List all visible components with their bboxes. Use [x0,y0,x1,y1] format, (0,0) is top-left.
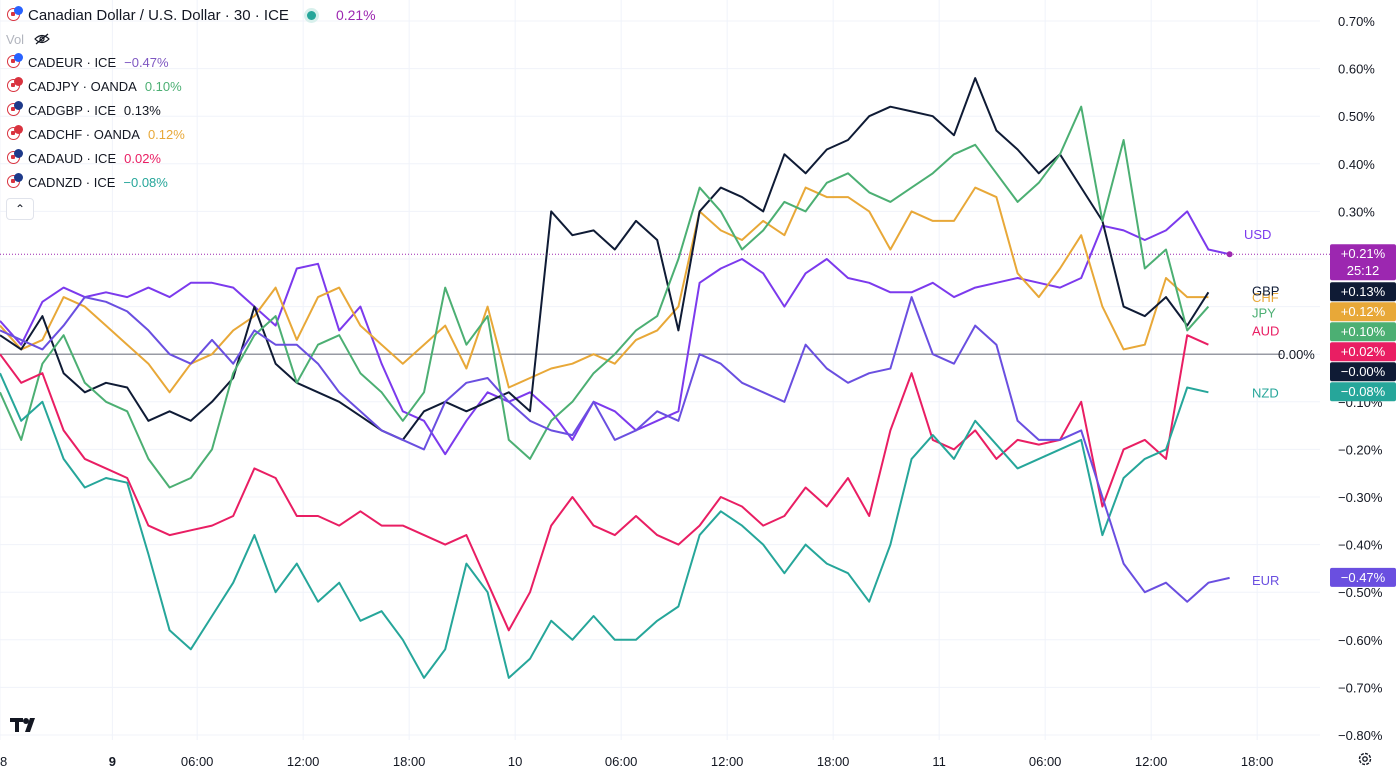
y-tick-label: 0.70% [1338,14,1375,29]
gear-icon[interactable] [1357,751,1373,767]
series-label-eur: EUR [1252,573,1279,588]
current-price-badge-bg [1330,244,1396,281]
comparison-value: −0.47% [124,54,169,70]
series-value-badge-bg [1330,322,1396,342]
series-label-nzd: NZD [1252,385,1279,400]
series-value-badge-bg [1330,382,1396,402]
y-tick-label: −0.50% [1338,585,1383,600]
zero-label: 0.00% [1278,347,1315,362]
chart-legend: Canadian Dollar / U.S. Dollar · 30 · ICE… [6,4,376,220]
series-label-jpy: JPY [1252,306,1276,321]
comparison-value: 0.13% [123,102,161,118]
series-line-jpy[interactable] [0,105,1210,489]
comparison-label: CADEUR · ICE [28,54,117,70]
currency-flag-icon [6,53,24,71]
series-value-badge: +0.13% [1341,284,1386,299]
series-label-chf: CHF [1252,290,1279,305]
comparison-label: CADJPY · OANDA [28,78,137,94]
series-label-gbp: GBP [1252,283,1279,298]
series-label-aud: AUD [1252,324,1279,339]
comparison-row[interactable]: CADEUR · ICE −0.47% [6,50,376,74]
y-tick-label: −0.60% [1338,633,1383,648]
volume-label: Vol [6,31,25,47]
market-status-icon[interactable] [306,10,316,20]
series-line-chf[interactable] [0,186,1209,394]
comparison-row[interactable]: CADAUD · ICE 0.02% [6,146,376,170]
series-value-badge: +0.02% [1341,344,1386,359]
eye-hidden-icon[interactable] [34,33,50,45]
y-tick-label: −0.20% [1338,442,1383,457]
series-line-nzd[interactable] [0,372,1209,679]
series-value-badge: +0.10% [1341,324,1386,339]
current-price-badge: +0.21% [1341,246,1386,261]
currency-flag-icon [6,77,24,95]
series-label-usd: USD [1244,227,1271,242]
x-tick-label: 9 [109,754,116,769]
chevron-up-icon: ⌃ [14,202,26,216]
comparison-value: −0.08% [123,174,168,190]
cad-usd-flag-icon [6,6,24,24]
series-line-gbp[interactable] [0,77,1210,441]
current-price-badge-countdown: 25:12 [1347,263,1380,278]
series-value-badge-bg [1330,342,1396,362]
comparison-label: CADGBP · ICE [28,102,116,118]
y-tick-label: −0.40% [1338,538,1383,553]
x-tick-label: 11 [932,754,946,769]
current-price-dot [1226,251,1233,258]
y-tick-label: −0.70% [1338,680,1383,695]
comparison-label: CADCHF · OANDA [28,126,140,142]
eur-value-badge: −0.47% [1341,570,1386,585]
series-line-aud[interactable] [0,334,1209,632]
series-value-badge-bg [1330,282,1396,302]
series-line-usd[interactable] [0,210,1230,456]
comparison-label: CADAUD · ICE [28,150,117,166]
x-tick-label: 06:00 [181,754,214,769]
series-value-badge: −0.00% [1341,364,1386,379]
x-tick-label: 10 [508,754,522,769]
series-value-badge: −0.08% [1341,384,1386,399]
x-tick-label: 06:00 [605,754,638,769]
y-tick-label: −0.80% [1338,728,1383,743]
currency-flag-icon [6,101,24,119]
volume-row[interactable]: Vol [6,28,376,50]
series-value-badge-bg [1330,362,1396,382]
eur-value-badge-bg [1330,567,1396,587]
comparison-value: 0.12% [147,126,185,142]
x-tick-label: 8 [0,754,7,769]
x-tick-label: 18:00 [1241,754,1274,769]
x-tick-label: 06:00 [1029,754,1062,769]
comparison-value: 0.02% [124,150,161,166]
comparison-list: CADEUR · ICE −0.47% CADJPY · OANDA 0.10% CAD… [6,50,376,194]
currency-flag-icon [6,173,24,191]
comparison-value: 0.10% [144,78,182,94]
comparison-row[interactable]: CADCHF · OANDA 0.12% [6,122,376,146]
currency-flag-icon [6,149,24,167]
symbol-change: 0.21% [335,7,376,23]
comparison-row[interactable]: CADJPY · OANDA 0.10% [6,74,376,98]
tradingview-logo[interactable] [10,716,42,734]
comparison-row[interactable]: CADNZD · ICE −0.08% [6,170,376,194]
comparison-label: CADNZD · ICE [28,174,116,190]
x-tick-label: 12:00 [1135,754,1168,769]
series-value-badge: +0.12% [1341,304,1386,319]
currency-flag-icon [6,125,24,143]
symbol-title[interactable]: Canadian Dollar / U.S. Dollar · 30 · ICE [28,6,289,24]
collapse-legend-button[interactable]: ⌃ [6,198,34,220]
series-value-badge-bg [1330,302,1396,322]
y-tick-label: 0.50% [1338,109,1375,124]
y-tick-label: −0.30% [1338,490,1383,505]
y-tick-label: 0.40% [1338,157,1375,172]
comparison-row[interactable]: CADGBP · ICE 0.13% [6,98,376,122]
y-tick-label: 0.30% [1338,204,1375,219]
x-tick-label: 18:00 [817,754,850,769]
x-tick-label: 12:00 [711,754,744,769]
legend-main-row[interactable]: Canadian Dollar / U.S. Dollar · 30 · ICE… [6,4,376,26]
series-line-eur[interactable] [0,296,1230,603]
x-tick-label: 18:00 [393,754,426,769]
y-tick-label: 0.60% [1338,62,1375,77]
x-tick-label: 12:00 [287,754,320,769]
